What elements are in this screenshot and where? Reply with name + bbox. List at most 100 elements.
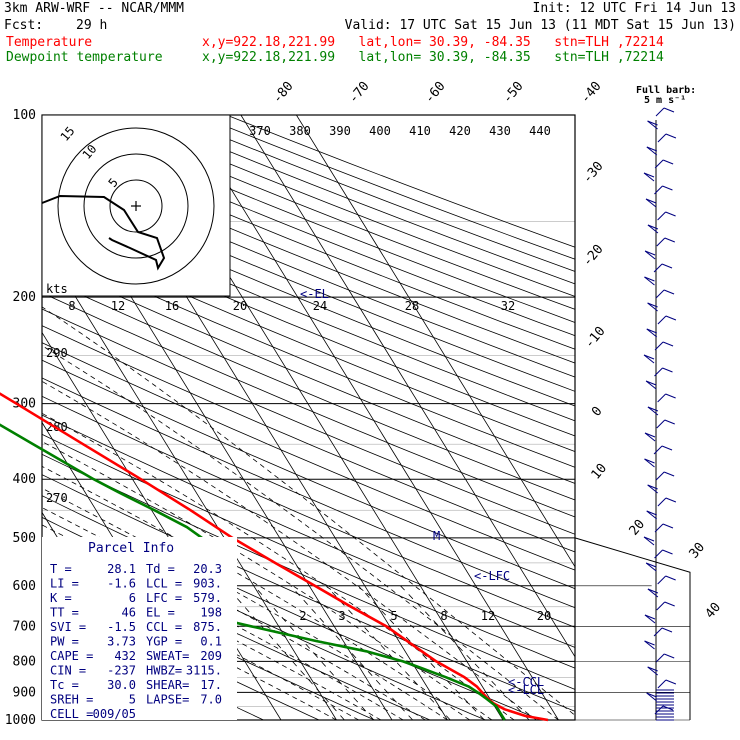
wind-barb-flag — [645, 562, 657, 568]
wind-barb — [644, 640, 655, 650]
wind-barb — [655, 289, 665, 299]
wind-barb-flag — [661, 445, 673, 451]
isotherm — [42, 115, 337, 720]
wind-barb — [647, 666, 658, 676]
parcel-param-name: SREH = — [50, 693, 93, 707]
temperature-axis-label: -70 — [346, 79, 373, 107]
wind-barb-flag — [665, 575, 676, 581]
wind-barb — [657, 211, 666, 221]
parcel-param-name: Tc = — [50, 678, 79, 692]
dewpoint-legend-info: x,y=922.18,221.99 lat,lon= 30.39, -84.35… — [202, 50, 664, 65]
wind-barb — [657, 393, 666, 403]
pressure-tick-label: 500 — [13, 531, 36, 546]
mixing-ratio-label-lower: 20 — [537, 609, 551, 623]
parcel-param-value: 17. — [200, 678, 222, 692]
mixing-ratio-line — [326, 585, 451, 720]
mixing-ratio-label: 12 — [111, 299, 125, 313]
wind-barb — [643, 354, 655, 364]
theta-label: 380 — [289, 124, 311, 138]
parcel-param-name: LAPSE= — [146, 693, 189, 707]
wind-barb-flag — [647, 406, 659, 412]
wind-barb — [653, 445, 663, 455]
wind-barb — [644, 276, 655, 286]
parcel-param-name: TT = — [50, 606, 79, 620]
theta-label: 410 — [409, 124, 431, 138]
wind-barb — [646, 510, 658, 520]
parcel-param-value: -1.6 — [107, 577, 136, 591]
hodograph-ring — [83, 153, 189, 259]
parcel-info-panel: Parcel Info T = 28.1 Td = 20.3 LI = -1.6 LCL = 9… — [42, 537, 237, 721]
mixing-ratio-line — [290, 585, 413, 720]
wind-barb-flag — [644, 432, 656, 438]
wind-barb — [655, 653, 665, 663]
pressure-tick-label: 100 — [13, 108, 36, 123]
wind-barb-flag — [645, 198, 657, 204]
parcel-param-value: 009/05 — [93, 707, 136, 721]
parcel-info-background — [42, 537, 237, 720]
wind-barb — [654, 159, 664, 169]
wind-barb — [657, 133, 667, 143]
parcel-param-name: K = — [50, 591, 72, 605]
isotherm — [240, 115, 575, 720]
wind-barb-flag — [645, 380, 657, 386]
wind-barb — [647, 406, 659, 416]
parcel-param-value: 198 — [200, 606, 222, 620]
mixing-ratio-label: 20 — [233, 299, 247, 313]
parcel-param-value: 3115. — [186, 664, 222, 678]
wind-barb — [646, 692, 657, 702]
wind-barb-flag — [665, 133, 677, 139]
parcel-param-name: CIN = — [50, 664, 86, 678]
wind-barb — [646, 328, 658, 338]
wind-barb-flag — [664, 601, 675, 607]
wind-barb — [645, 562, 657, 572]
wind-barb-flag — [644, 458, 655, 464]
parcel-param-name: Td = — [146, 562, 175, 576]
mixing-ratio-line — [225, 585, 345, 720]
parcel-param-value: 28.1 — [107, 562, 136, 576]
parcel-param-name: CAPE = — [50, 649, 93, 663]
parcel-param-value: 875. — [193, 620, 222, 634]
parcel-param-value: 20.3 — [193, 562, 222, 576]
wind-barb-flag — [643, 172, 655, 178]
parcel-param-value: 5 — [129, 693, 136, 707]
temperature-axis-label: 0 — [589, 404, 606, 420]
temperature-legend-label: Temperature — [6, 35, 93, 50]
wind-barb-flag — [646, 146, 658, 152]
mixing-ratio-label: 8 — [68, 299, 75, 313]
parcel-param-name: CCL = — [146, 620, 182, 634]
wind-barb — [653, 263, 663, 273]
mixing-ratio-label-lower: 5 — [390, 609, 397, 623]
wind-barb-flag — [644, 276, 655, 282]
mixing-ratio-line — [400, 585, 530, 720]
wind-barb — [644, 432, 656, 442]
parcel-param-name: YGP = — [146, 635, 182, 649]
parcel-info-title: Parcel Info — [88, 541, 174, 556]
wind-barb-flag — [662, 341, 674, 347]
temperature-axis-label: -60 — [422, 79, 449, 107]
parcel-param-name: CELL = — [50, 707, 93, 721]
wind-barb — [657, 575, 667, 585]
wind-barb — [647, 484, 658, 494]
wind-barb — [656, 237, 666, 247]
pressure-tick-label: 200 — [13, 290, 36, 305]
wind-barb — [644, 614, 656, 624]
hodograph-trace — [41, 194, 166, 271]
wind-barb — [647, 120, 658, 130]
wind-barb-flag — [662, 523, 674, 529]
wind-barb-flag — [662, 159, 674, 165]
mixing-ratio-label-lower: 3 — [338, 609, 345, 623]
parcel-param-value: 3.73 — [107, 635, 136, 649]
parcel-param-name: HWBZ= — [146, 664, 182, 678]
wind-barb-flag — [647, 120, 658, 126]
parcel-param-value: 0.1 — [200, 635, 222, 649]
ccl-marker: <-CCL — [508, 675, 544, 689]
theta-label: 400 — [369, 124, 391, 138]
wind-barb-flag — [643, 536, 655, 542]
wind-barb — [645, 198, 657, 208]
isotherm — [185, 115, 559, 720]
temperature-axis-label: -40 — [578, 79, 605, 107]
wind-barb-flag — [664, 653, 675, 659]
wind-barb-flag — [663, 471, 675, 477]
parcel-param-value: 432 — [114, 649, 136, 663]
